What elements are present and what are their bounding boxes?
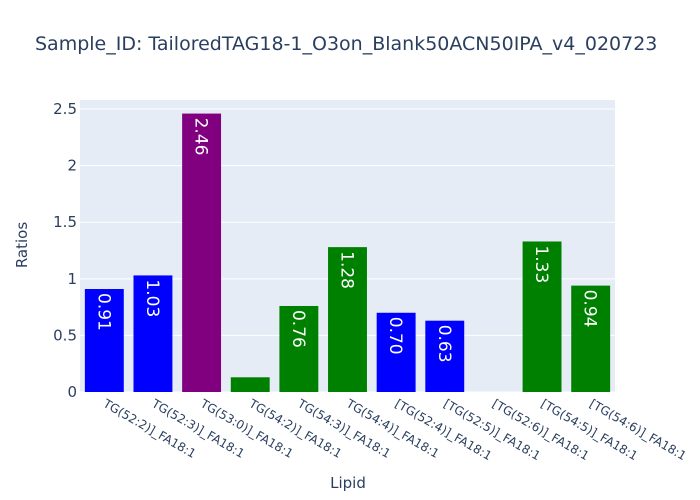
bar [425,320,465,392]
bar-data-label: 0.94 [580,290,600,328]
bar-data-label: 2.46 [191,118,211,156]
bar-data-label: 1.28 [337,251,357,289]
bar [522,241,562,392]
bars: 0.91 1.03 2.46 0.76 1.28 0.70 0.63 1.33 0.94 [84,113,611,393]
bar-data-label: 0.63 [434,325,454,363]
y-axis-title: Ratios [13,222,31,269]
y-tick-label: 1 [67,270,77,288]
y-tick-label: 2.5 [53,100,77,118]
bar [230,377,270,392]
bar [376,312,416,392]
y-tick-label: 2 [67,157,77,175]
bar-data-label: 0.91 [93,293,113,331]
bar [182,113,222,393]
bar [571,285,611,392]
chart-title: Sample_ID: TailoredTAG18-1_O3on_Blank50A… [35,33,657,55]
x-axis-title: Lipid [330,474,366,492]
x-tick-label: TG(52:2)]_FA18:1 [100,396,198,461]
bar [279,305,319,392]
x-tick-labels: TG(52:2)]_FA18:1TG(52:3)]_FA18:1TG(53:0)… [100,396,689,463]
bar-data-label: 1.03 [142,279,162,317]
bar-data-label: 0.76 [288,310,308,348]
bar [328,247,367,392]
bar-data-label: 1.33 [531,245,551,283]
bar-data-label: 0.70 [385,317,405,355]
y-tick-label: 0 [67,383,77,401]
bar [84,289,124,392]
y-tick-label: 0.5 [53,326,77,344]
bar [133,275,173,392]
y-tick-label: 1.5 [53,213,77,231]
y-tick-labels: 0 0.5 1 1.5 2 2.5 [53,100,77,401]
